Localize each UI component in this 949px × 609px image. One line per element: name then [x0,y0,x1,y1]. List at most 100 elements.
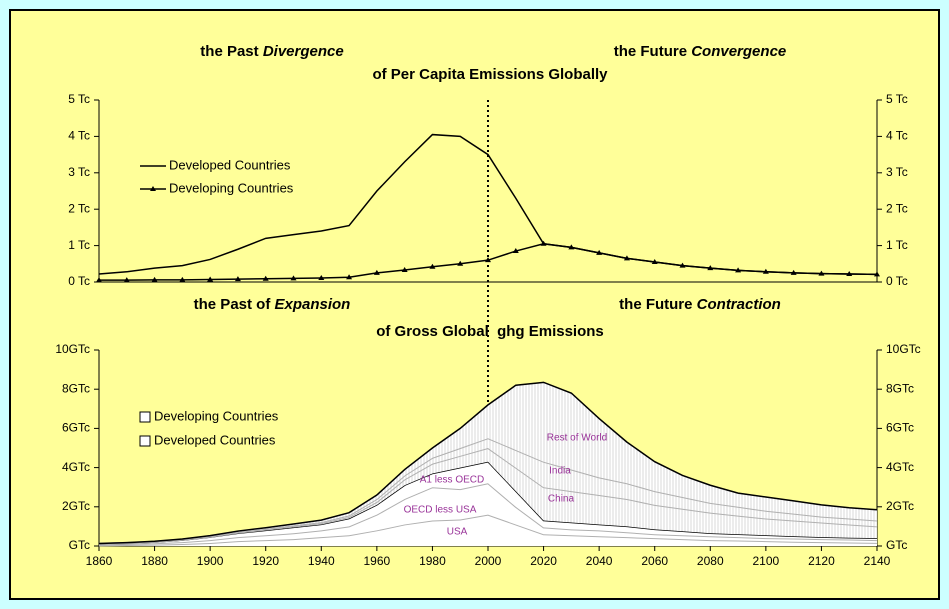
x-tick-label: 1940 [308,554,335,568]
x-tick-label: 1900 [197,554,224,568]
heading-emphasis: Convergence [691,43,786,60]
panel-heading: the Future Convergence [614,43,787,60]
marker [568,244,575,250]
y2-tick-label: 10GTc [886,342,921,356]
marker [512,248,519,254]
marker [874,271,880,277]
marker [373,269,380,275]
region-label: China [548,494,575,505]
marker [485,257,491,263]
area [99,514,877,546]
y2-tick-label: GTc [886,538,907,552]
region-label: USA [447,527,468,538]
x-tick-label: 1960 [364,554,391,568]
y-tick-label: 4GTc [62,460,90,474]
y2-tick-label: 3 Tc [886,165,908,179]
marker [790,269,797,275]
y-tick-label: 8GTc [62,381,90,395]
legend-swatch [139,411,151,423]
legend-marker [150,186,156,191]
panel-heading: the Future Contraction [619,296,781,313]
marker [401,266,408,272]
marker [623,255,630,261]
y2-tick-label: 8GTc [886,381,914,395]
y-tick-label: 1 Tc [68,238,90,252]
region-label: A1 less OECD [420,475,484,486]
panel-heading: the Past Divergence [200,43,343,60]
marker [179,276,186,282]
marker [457,260,464,266]
marker [429,263,436,269]
y-tick-label: 2GTc [62,499,90,513]
heading-text: the Past of [194,296,275,313]
heading-emphasis: Divergence [263,43,344,60]
heading-text: the Past [200,43,263,60]
legend-label: Developed Countries [169,157,291,172]
y2-tick-label: 4GTc [886,460,914,474]
marker [96,277,102,283]
area-line [98,381,878,545]
y2-tick-label: 2GTc [886,499,914,513]
marker [234,276,241,282]
heading-emphasis: Expansion [275,296,351,313]
marker [540,240,547,246]
x-tick-label: 2020 [530,554,557,568]
area [99,448,877,545]
y-tick-label: 3 Tc [68,165,90,179]
x-tick-label: 1860 [86,554,113,568]
legend-label: Developed Countries [154,432,276,447]
legend-label: Developing Countries [154,408,279,423]
x-tick-label: 2040 [586,554,613,568]
marker [207,276,214,282]
marker [596,249,603,255]
y-tick-label: 0 Tc [68,274,90,288]
x-tick-label: 2000 [475,554,502,568]
marker [123,277,130,283]
x-tick-label: 1980 [419,554,446,568]
area [99,461,877,545]
y-tick-label: 6GTc [62,421,90,435]
region-label: Rest of World [547,433,607,444]
marker [318,274,325,280]
chart-title: of Per Capita Emissions Globally [372,66,608,83]
heading-text: the Future [614,43,692,60]
y-tick-label: 2 Tc [68,201,90,215]
x-tick-label: 2140 [864,554,891,568]
x-tick-label: 2120 [808,554,835,568]
y-tick-label: 10GTc [55,342,90,356]
y2-tick-label: 1 Tc [886,238,908,252]
y2-tick-label: 4 Tc [886,129,908,143]
y-tick-label: 4 Tc [68,129,90,143]
y2-tick-label: 2 Tc [886,201,908,215]
marker [707,265,714,271]
marker [818,270,825,276]
x-tick-label: 1880 [141,554,168,568]
heading-emphasis: Contraction [697,296,781,313]
region-label: India [549,466,571,477]
marker [346,274,353,280]
marker [846,270,853,276]
x-tick-label: 2080 [697,554,724,568]
panel-heading: the Past of Expansion [194,296,351,313]
area [99,382,877,544]
legend-label: Developing Countries [169,180,294,195]
marker [651,258,658,264]
y-tick-label: 5 Tc [68,92,90,106]
area [99,483,877,546]
y2-tick-label: 0 Tc [886,274,908,288]
marker [290,275,297,281]
y-tick-label: GTc [69,538,90,552]
marker [762,268,769,274]
marker [262,275,269,281]
legend-swatch [139,435,151,447]
x-tick-label: 2100 [753,554,780,568]
y2-tick-label: 5 Tc [886,92,908,106]
x-tick-label: 1920 [252,554,279,568]
region-label: OECD less USA [404,505,477,516]
marker [735,267,742,273]
y2-tick-label: 6GTc [886,421,914,435]
x-tick-label: 2060 [641,554,668,568]
heading-text: the Future [619,296,697,313]
marker [151,276,158,282]
